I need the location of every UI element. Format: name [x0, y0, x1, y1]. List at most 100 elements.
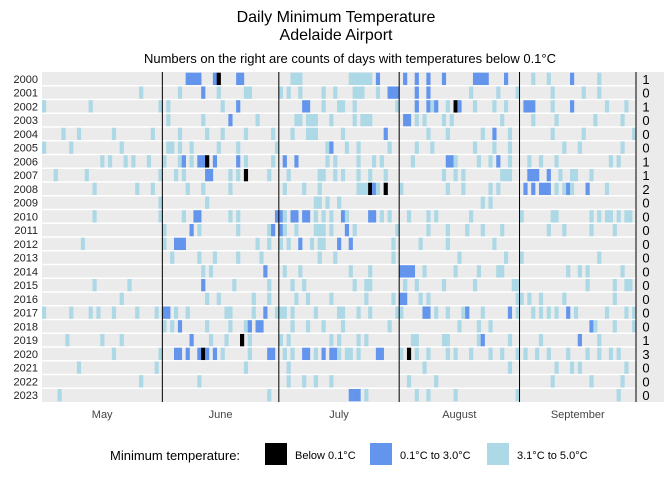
heat-cell — [608, 155, 614, 168]
heat-cell — [441, 168, 447, 182]
year-label: 2020 — [14, 349, 38, 361]
heat-cell — [329, 347, 334, 361]
heat-cell — [274, 306, 280, 319]
heat-cell — [383, 127, 388, 141]
heat-cell — [426, 210, 431, 223]
heat-cell — [321, 86, 326, 99]
heat-cell — [500, 113, 505, 127]
heat-cell — [566, 347, 571, 361]
heat-cell — [170, 320, 175, 333]
heat-cell — [430, 141, 435, 154]
heat-cell — [593, 113, 598, 127]
heat-cell — [247, 320, 252, 333]
heat-cell — [492, 141, 497, 154]
heat-cell — [298, 237, 303, 251]
heat-cell — [228, 168, 233, 182]
heat-cell — [480, 127, 485, 141]
heat-cell — [387, 320, 392, 333]
heat-cell — [337, 237, 342, 251]
heat-cell — [457, 251, 462, 264]
heat-cell — [577, 141, 582, 154]
heat-cell — [395, 100, 400, 113]
heat-cell — [255, 320, 260, 333]
heat-cell — [267, 237, 272, 251]
heat-cell — [414, 141, 419, 154]
heat-cell — [267, 168, 272, 182]
heat-cell — [449, 155, 454, 168]
heat-cell — [550, 375, 555, 388]
heat-cell — [177, 155, 183, 168]
heat-cell — [286, 333, 291, 347]
heat-cell — [562, 141, 567, 154]
frost-count: 1 — [642, 72, 649, 87]
heat-cell — [492, 127, 497, 141]
heat-cell — [119, 292, 124, 306]
heat-cell — [418, 292, 423, 306]
heat-cell — [403, 278, 408, 292]
heat-cell — [445, 237, 450, 251]
heat-cell — [403, 113, 408, 127]
heat-cell — [406, 265, 412, 278]
year-label: 2018 — [14, 321, 38, 333]
heat-cell — [208, 265, 214, 278]
heat-cell — [263, 265, 268, 278]
heat-cell — [364, 333, 369, 347]
heat-cell — [395, 86, 400, 99]
heat-cell — [507, 127, 513, 141]
heat-cell — [527, 168, 532, 182]
heat-cell — [375, 182, 381, 196]
frost-count: 0 — [642, 141, 649, 156]
heat-cell — [379, 210, 384, 223]
heat-cell — [515, 86, 520, 99]
year-label: 2022 — [14, 376, 38, 388]
heat-cell — [216, 72, 221, 86]
heat-cell — [333, 168, 338, 182]
heat-cell — [538, 155, 544, 168]
heat-cell — [216, 141, 221, 154]
frost-count: 0 — [642, 237, 649, 252]
frost-count: 0 — [642, 388, 649, 403]
heat-cell — [181, 210, 186, 223]
frost-count: 1 — [642, 154, 649, 169]
heat-cell — [585, 265, 590, 278]
heat-cell — [313, 127, 318, 141]
heat-cell — [500, 168, 505, 182]
heat-cell — [201, 86, 206, 99]
heat-cell — [313, 196, 318, 209]
heat-cell — [434, 306, 439, 319]
heat-cell — [313, 113, 318, 127]
heat-cell — [236, 72, 241, 86]
heat-cell — [593, 320, 598, 333]
heat-cell — [504, 72, 509, 86]
heat-cell — [449, 113, 454, 127]
heat-cell — [348, 347, 353, 361]
heat-cell — [383, 168, 388, 182]
heat-cell — [488, 347, 493, 361]
year-label: 2012 — [14, 239, 38, 251]
heat-cell — [585, 182, 590, 196]
heat-cell — [344, 347, 350, 361]
heat-cell — [208, 168, 214, 182]
heat-cell — [422, 265, 427, 278]
heat-cell — [399, 182, 404, 196]
heat-cell — [496, 155, 501, 168]
heat-cell — [410, 265, 416, 278]
heat-cell — [208, 333, 214, 347]
heat-cell — [480, 72, 485, 86]
heat-cell — [364, 182, 369, 196]
heat-cell — [278, 223, 284, 237]
heat-cell — [166, 100, 171, 113]
heat-cell — [410, 333, 416, 347]
heat-cell — [337, 347, 342, 361]
heat-cell — [290, 306, 295, 319]
heat-cell — [604, 210, 610, 223]
heat-cell — [259, 320, 264, 333]
heat-cell — [500, 223, 505, 237]
heat-cell — [570, 361, 575, 374]
heat-cell — [162, 237, 167, 251]
heat-cell — [538, 182, 544, 196]
heat-cell — [441, 333, 447, 347]
heat-cell — [205, 292, 210, 306]
heat-cell — [546, 306, 551, 319]
heat-cell — [189, 141, 194, 154]
